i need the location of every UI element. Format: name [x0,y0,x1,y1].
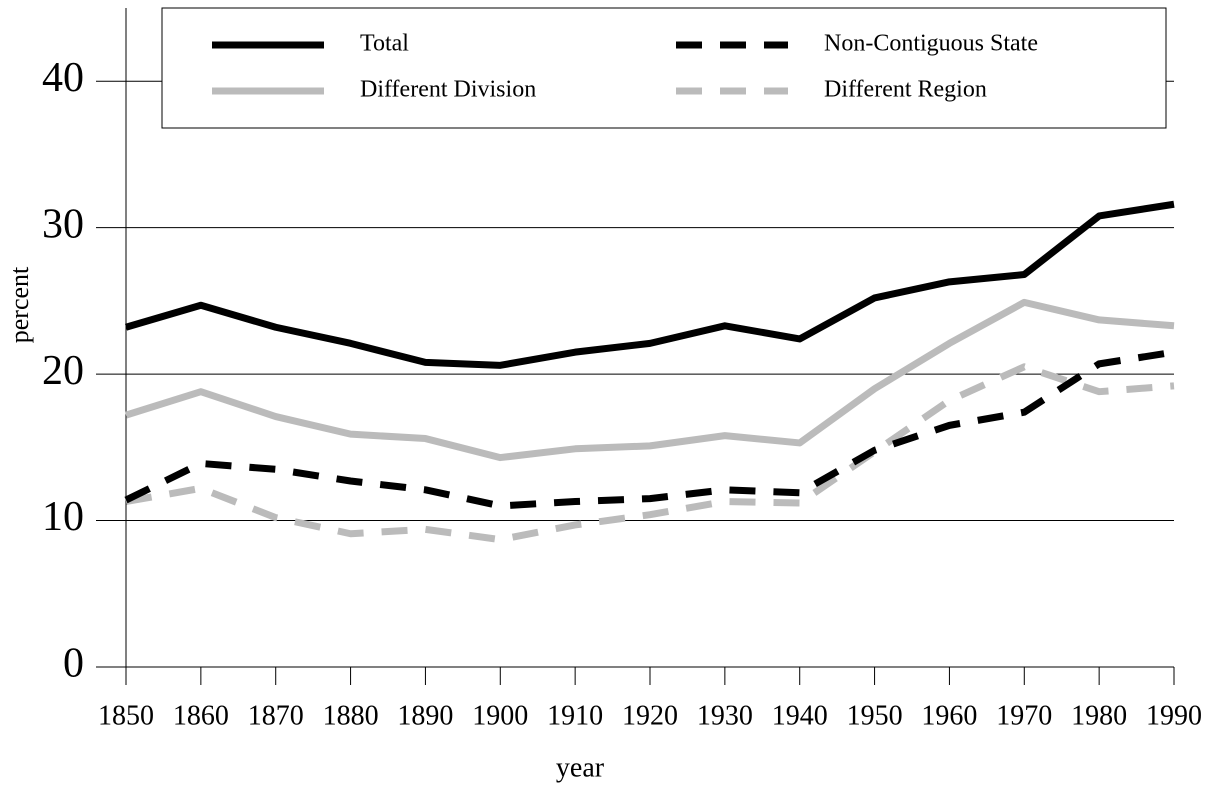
y-tick-label: 20 [42,348,84,394]
y-axis-label: percent [5,266,34,343]
x-tick-label: 1890 [397,700,453,731]
legend-label: Total [360,31,409,57]
y-tick-label: 40 [42,55,84,101]
x-tick-label: 1960 [921,700,977,731]
x-tick-label: 1940 [772,700,828,731]
x-tick-label: 1990 [1146,700,1202,731]
x-tick-label: 1870 [248,700,304,731]
x-tick-label: 1880 [323,700,379,731]
data-line [124,298,1175,462]
x-tick-label: 1930 [697,700,753,731]
legend-label: Different Region [824,77,987,103]
legend-label: Non-Contiguous State [824,31,1038,57]
x-tick-label: 1920 [622,700,678,731]
x-tick-label: 1850 [98,700,154,731]
x-tick-label: 1950 [847,700,903,731]
x-axis-label: year [556,752,605,783]
legend-box [161,7,1167,129]
legend-label: Different Division [360,77,536,103]
x-tick-label: 1970 [996,700,1052,731]
data-line [124,348,1175,510]
y-tick-label: 30 [42,201,84,247]
x-tick-label: 1860 [173,700,229,731]
x-tick-label: 1910 [547,700,603,731]
x-tick-label: 1980 [1071,700,1127,731]
y-tick-label: 0 [63,641,84,687]
data-line [125,363,1175,544]
data-line [125,200,1175,369]
x-tick-label: 1900 [472,700,528,731]
y-tick-label: 10 [42,494,84,540]
